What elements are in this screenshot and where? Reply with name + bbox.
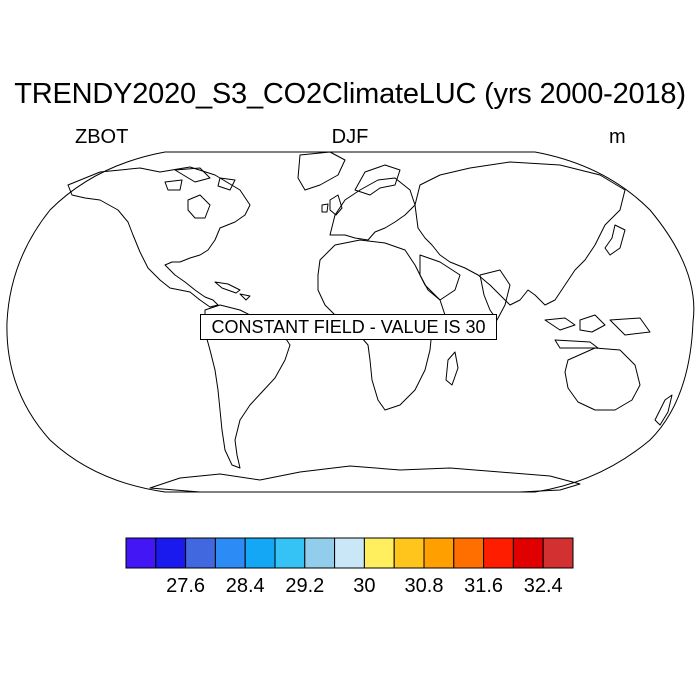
colorbar-swatch	[244, 537, 276, 569]
new-zealand	[654, 394, 673, 426]
variable-label: ZBOT	[75, 126, 129, 148]
colorbar-tick-label: 27.6	[166, 575, 206, 597]
europe-coast	[329, 177, 416, 241]
colorbar-swatch	[542, 537, 574, 569]
colorbar-swatch	[125, 537, 157, 569]
colorbar-swatch	[155, 537, 187, 569]
hudson-bay	[187, 194, 211, 219]
colorbar-tick-label: 28.4	[225, 575, 265, 597]
map-outline	[6, 151, 695, 493]
asia-coast	[414, 161, 626, 306]
japan	[604, 224, 626, 256]
antarctica-coast	[149, 465, 581, 493]
caribbean-islands	[214, 281, 251, 301]
units-label: m	[609, 126, 626, 148]
colorbar-swatch	[274, 537, 306, 569]
colorbar-tick-label: 30	[353, 575, 376, 597]
india	[479, 269, 511, 321]
canadian-islands	[164, 167, 236, 191]
colorbar-swatch	[363, 537, 395, 569]
southeast-asia-islands	[544, 314, 651, 349]
colorbar-tick-label: 32.4	[523, 575, 563, 597]
colorbar-swatch	[483, 537, 514, 569]
british-isles	[321, 194, 343, 216]
colorbar-swatch	[512, 537, 544, 569]
colorbar-swatch	[185, 537, 216, 569]
colorbar-tick-label: 29.2	[285, 575, 325, 597]
colorbar-swatch	[304, 537, 336, 569]
north-america-coast	[67, 166, 251, 308]
colorbar-swatch	[393, 537, 425, 569]
constant-field-annotation: CONSTANT FIELD - VALUE IS 30	[200, 314, 497, 340]
colorbar-tick-label: 31.6	[464, 575, 504, 597]
colorbar-swatch	[423, 537, 455, 569]
greenland	[297, 151, 346, 191]
colorbar-swatch	[214, 537, 246, 569]
colorbar-tick-label: 30.8	[404, 575, 444, 597]
scandinavia	[354, 164, 401, 196]
madagascar	[445, 351, 459, 386]
colorbar-swatch	[453, 537, 485, 569]
colorbar-swatch	[334, 537, 365, 569]
australia-coast	[564, 347, 641, 411]
season-label: DJF	[331, 126, 369, 148]
plot-title: TRENDY2020_S3_CO2ClimateLUC (yrs 2000-20…	[14, 78, 686, 110]
arabian-peninsula	[419, 254, 461, 301]
